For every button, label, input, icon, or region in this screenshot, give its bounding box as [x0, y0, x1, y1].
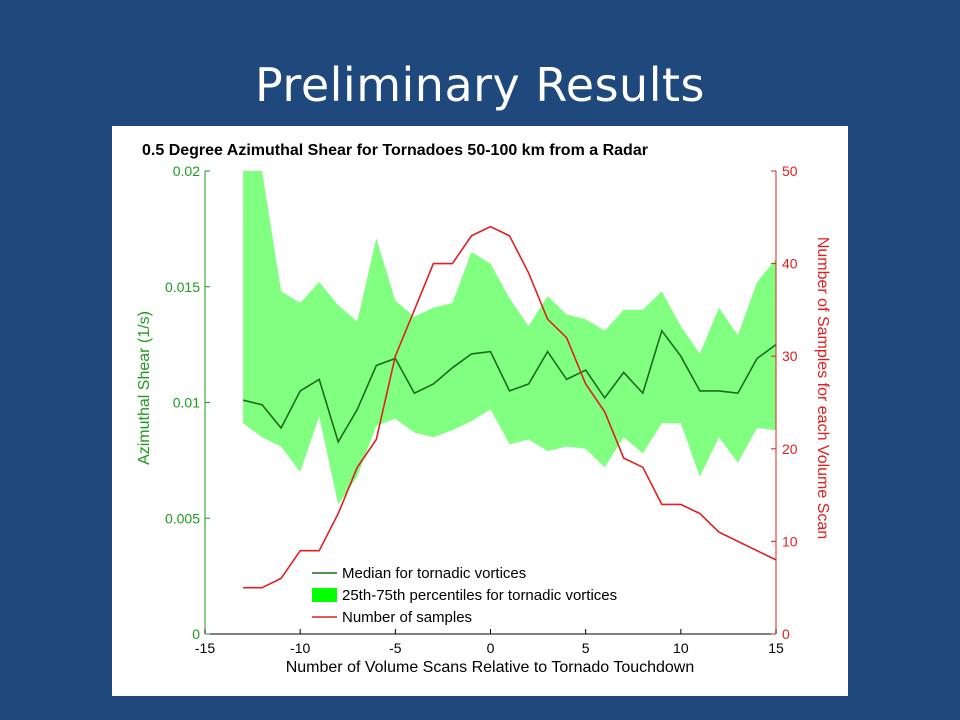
y-right-tick-label: 0	[782, 626, 790, 642]
percentile-band	[243, 171, 777, 505]
x-tick-label: -10	[290, 640, 310, 656]
legend: Median for tornadic vortices 25th-75th pe…	[312, 565, 617, 626]
x-tick-label: -5	[389, 640, 402, 656]
legend-entry: Median for tornadic vortices	[342, 565, 526, 582]
y-axis-left-label: Azimuthal Shear (1/s)	[136, 311, 153, 465]
y-right-tick-label: 40	[782, 256, 798, 272]
y-right-tick-label: 30	[782, 348, 798, 364]
samples-line	[243, 225, 777, 589]
slide-title: Preliminary Results	[255, 58, 705, 112]
y-right-tick-label: 50	[782, 163, 798, 179]
legend-entry: Number of samples	[342, 609, 472, 626]
y-left-tick-label: 0.01	[173, 395, 200, 411]
y-right-tick-label: 10	[782, 533, 798, 549]
median-line	[242, 328, 777, 444]
chart-svg: 0.5 Degree Azimuthal Shear for Tornadoes…	[136, 142, 831, 676]
y-axis-right-label: Number of Samples for each Volume Scan	[814, 237, 831, 539]
legend-entry: 25th-75th percentiles for tornadic vorti…	[342, 587, 617, 604]
y-right-tick-label: 20	[782, 441, 798, 457]
x-tick-label: 10	[673, 640, 689, 656]
y-left-tick-label: 0.02	[173, 163, 200, 179]
x-tick-label: 5	[582, 640, 590, 656]
x-tick-label: -15	[195, 640, 215, 656]
legend-swatch-band	[312, 588, 337, 602]
x-tick-label: 0	[487, 640, 495, 656]
y-left-tick-label: 0.005	[165, 510, 200, 526]
x-tick-label: 15	[768, 640, 784, 656]
x-axis-label: Number of Volume Scans Relative to Torna…	[286, 659, 695, 676]
y-left-tick-label: 0.015	[165, 279, 200, 295]
chart-figure: 0.5 Degree Azimuthal Shear for Tornadoes…	[112, 126, 848, 696]
y-left-tick-label: 0	[192, 626, 200, 642]
chart-title: 0.5 Degree Azimuthal Shear for Tornadoes…	[142, 142, 648, 159]
plot-area	[242, 171, 777, 589]
axes: -15 -10 -5 0 5 10 1500.0050.010.0150.020102030…	[165, 163, 798, 656]
